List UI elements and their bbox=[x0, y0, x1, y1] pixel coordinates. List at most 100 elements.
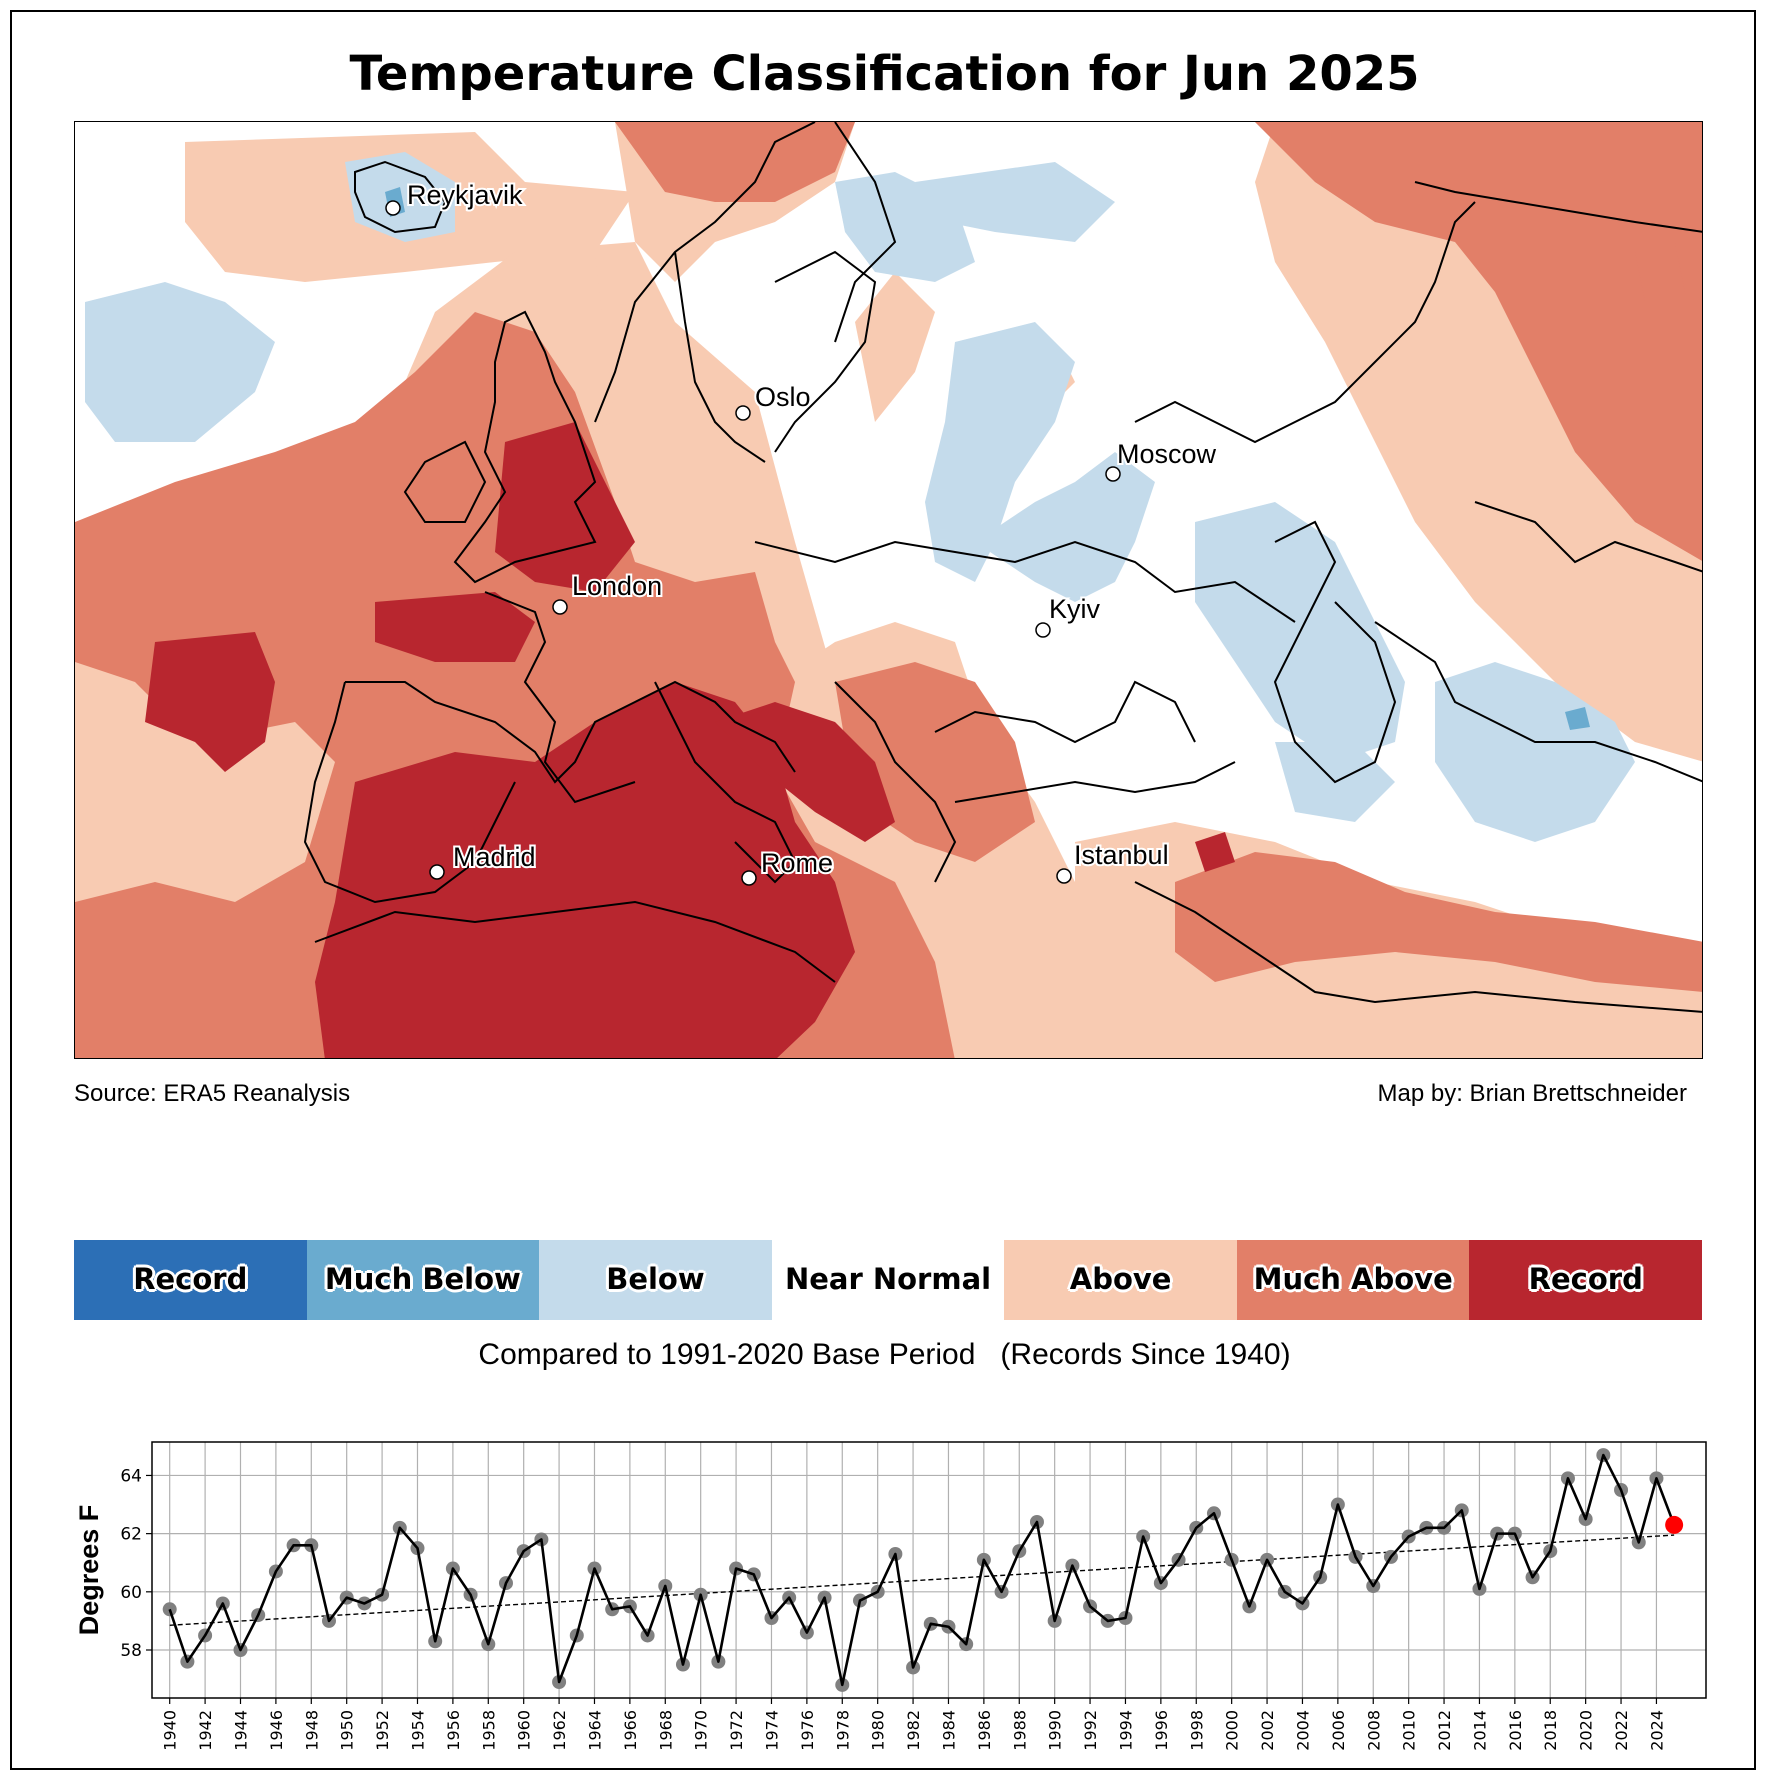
x-tick-label: 1982 bbox=[904, 1710, 923, 1751]
legend-label: Much Below bbox=[324, 1262, 521, 1296]
x-tick-label: 1986 bbox=[975, 1710, 994, 1751]
figure-title: Temperature Classification for Jun 2025 bbox=[349, 46, 1420, 102]
x-axis: 1940 1942 1944 1946 1948 1950 1952 1954 1956 1958… bbox=[161, 1698, 1666, 1751]
legend-above: Above bbox=[1004, 1240, 1237, 1320]
city-dot bbox=[1056, 868, 1072, 884]
city-istanbul[interactable]: Istanbul bbox=[1056, 838, 1171, 884]
coastlines-borders bbox=[303, 122, 1702, 1013]
middle-east-borders bbox=[1134, 881, 1702, 1013]
legend-near-normal: Near Normal bbox=[771, 1240, 1005, 1320]
russia-ural-border bbox=[1414, 181, 1702, 233]
y-tick-label: 62 bbox=[120, 1525, 142, 1545]
x-tick-label: 2016 bbox=[1506, 1710, 1525, 1751]
city-dot bbox=[429, 864, 445, 880]
x-tick-label: 1948 bbox=[302, 1710, 321, 1751]
caspian-outline bbox=[1273, 520, 1397, 784]
source-label: Source: ERA5 Reanalysis bbox=[74, 1080, 351, 1107]
y-axis: 58 60 62 64 bbox=[120, 1466, 152, 1661]
y-tick-label: 58 bbox=[120, 1641, 142, 1661]
map-canvas: Reykjavik Oslo Moscow London Kyiv Madrid bbox=[75, 122, 1702, 1058]
x-tick-label: 2020 bbox=[1577, 1710, 1596, 1751]
city-dot bbox=[1105, 466, 1121, 482]
city-label: Rome bbox=[761, 848, 833, 878]
north-africa-coast bbox=[314, 900, 836, 983]
series-line bbox=[168, 1453, 1676, 1687]
x-tick-label: 2022 bbox=[1612, 1710, 1631, 1751]
x-tick-label: 1990 bbox=[1046, 1710, 1065, 1751]
temperature-map: Reykjavik Oslo Moscow London Kyiv Madrid bbox=[74, 121, 1703, 1059]
grid bbox=[152, 1442, 1706, 1698]
city-rome[interactable]: Rome bbox=[741, 846, 835, 886]
legend-label: Near Normal bbox=[784, 1262, 992, 1296]
current-year-point bbox=[1665, 1515, 1684, 1534]
finland-border bbox=[834, 122, 897, 343]
x-tick-label: 1964 bbox=[585, 1710, 604, 1751]
city-label: Istanbul bbox=[1074, 840, 1169, 870]
legend-label: Below bbox=[606, 1262, 705, 1296]
timeseries-chart: 58 60 62 64 1940 1942 1944 1946 1948 1950 1952 195… bbox=[0, 1420, 1769, 1780]
x-tick-label: 1946 bbox=[267, 1710, 286, 1751]
x-tick-label: 2018 bbox=[1541, 1710, 1560, 1751]
city-oslo[interactable]: Oslo bbox=[735, 380, 813, 421]
city-label: Madrid bbox=[453, 842, 536, 872]
city-madrid[interactable]: Madrid bbox=[429, 840, 538, 880]
ireland-outline bbox=[403, 440, 487, 523]
city-label: Reykjavik bbox=[407, 180, 523, 210]
x-tick-label: 1954 bbox=[408, 1710, 427, 1751]
x-tick-label: 1968 bbox=[656, 1710, 675, 1751]
x-tick-label: 1944 bbox=[231, 1710, 250, 1751]
iberia-coast bbox=[303, 681, 516, 904]
legend-record-warm: Record bbox=[1469, 1240, 1703, 1320]
city-reykjavik[interactable]: Reykjavik bbox=[385, 178, 525, 216]
x-tick-label: 1988 bbox=[1010, 1710, 1029, 1751]
city-london[interactable]: London bbox=[552, 569, 664, 615]
city-dot bbox=[1035, 622, 1051, 638]
base-period-note: Compared to 1991-2020 Base Period (Recor… bbox=[478, 1338, 1291, 1371]
x-tick-label: 1970 bbox=[692, 1710, 711, 1751]
x-tick-label: 1950 bbox=[338, 1710, 357, 1751]
legend-record-cold: Record bbox=[74, 1240, 307, 1320]
x-tick-label: 2008 bbox=[1364, 1710, 1383, 1751]
x-tick-label: 1962 bbox=[550, 1710, 569, 1751]
highlight-layer bbox=[1665, 1515, 1684, 1534]
eastern-borders bbox=[754, 540, 1296, 623]
x-tick-label: 2010 bbox=[1400, 1710, 1419, 1751]
y-tick-label: 64 bbox=[120, 1466, 142, 1486]
x-tick-label: 1996 bbox=[1152, 1710, 1171, 1751]
city-dot bbox=[552, 599, 568, 615]
y-axis-label: Degrees F bbox=[74, 1505, 104, 1636]
kazakhstan-border bbox=[1474, 501, 1702, 573]
legend-much-below: Much Below bbox=[306, 1240, 540, 1320]
city-label: Moscow bbox=[1117, 439, 1217, 469]
x-tick-label: 1984 bbox=[939, 1710, 958, 1751]
x-tick-label: 1972 bbox=[727, 1710, 746, 1751]
france-coast bbox=[484, 591, 636, 804]
city-label: London bbox=[572, 571, 662, 601]
x-tick-label: 1966 bbox=[621, 1710, 640, 1751]
legend-label: Record bbox=[1528, 1262, 1643, 1296]
city-kyiv[interactable]: Kyiv bbox=[1035, 592, 1103, 638]
y-tick-label: 60 bbox=[120, 1583, 142, 1603]
x-tick-label: 1958 bbox=[479, 1710, 498, 1751]
city-moscow[interactable]: Moscow bbox=[1105, 437, 1219, 482]
baltic-coast bbox=[774, 250, 877, 453]
x-tick-label: 1942 bbox=[196, 1710, 215, 1751]
legend-label: Above bbox=[1069, 1262, 1172, 1296]
city-label: Oslo bbox=[755, 382, 811, 412]
city-dot bbox=[741, 870, 757, 886]
figure-frame bbox=[10, 10, 1756, 1770]
black-sea-coast-north bbox=[934, 680, 1196, 744]
balkan-coast bbox=[834, 681, 957, 883]
great-britain-outline bbox=[453, 310, 597, 584]
timeseries-svg: 58 60 62 64 1940 1942 1944 1946 1948 1950 1952 195… bbox=[74, 1441, 1707, 1751]
x-tick-label: 2006 bbox=[1329, 1710, 1348, 1751]
line-layer bbox=[168, 1453, 1676, 1687]
plot-frame bbox=[151, 1441, 1707, 1699]
city-markers: Reykjavik Oslo Moscow London Kyiv Madrid bbox=[385, 178, 1219, 886]
trend-line bbox=[169, 1534, 1675, 1626]
x-tick-label: 2012 bbox=[1435, 1710, 1454, 1751]
russia-kazakhstan-border bbox=[1134, 201, 1476, 444]
region-below bbox=[85, 152, 1635, 842]
credit-label: Map by: Brian Brettschneider bbox=[1377, 1080, 1687, 1107]
legend-label: Much Above bbox=[1253, 1262, 1453, 1296]
